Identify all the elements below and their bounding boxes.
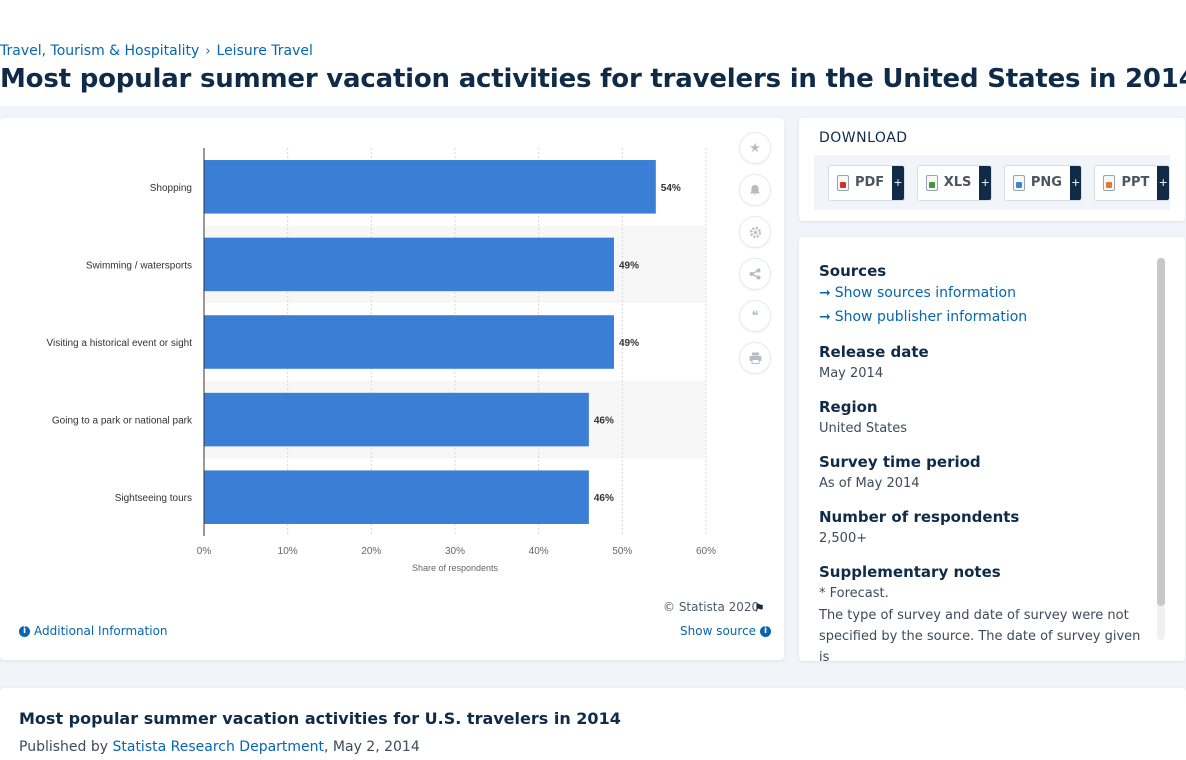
category-label: Swimming / watersports bbox=[86, 260, 192, 271]
download-ppt-button[interactable]: PPT + bbox=[1094, 164, 1170, 201]
bar-chart: 0% 10% 20% 30% 40% 50% 60% 54% Shopping 49% Swimmi… bbox=[47, 148, 716, 573]
xls-file-icon bbox=[925, 174, 938, 191]
download-buttons: PDF + XLS + PNG + PPT + bbox=[814, 155, 1170, 210]
info-icon: i bbox=[19, 625, 30, 637]
header-band bbox=[0, 0, 1186, 106]
download-xls-button[interactable]: XLS + bbox=[916, 164, 992, 201]
chevron-right-icon: › bbox=[205, 43, 211, 59]
chart-card: 0% 10% 20% 30% 40% 50% 60% 54% Shopping 49% Swimmi… bbox=[0, 118, 784, 660]
notes-line-1: * Forecast. bbox=[819, 586, 889, 601]
bar bbox=[204, 237, 614, 292]
plus-icon: + bbox=[1069, 165, 1082, 200]
chart-copyright: © Statista 2020 bbox=[663, 600, 760, 614]
png-file-icon bbox=[1012, 174, 1025, 191]
published-date: , May 2, 2014 bbox=[324, 739, 420, 755]
statistic-title: Most popular summer vacation activities … bbox=[19, 709, 621, 728]
details-scrollbar[interactable] bbox=[1157, 258, 1165, 640]
print-icon[interactable] bbox=[739, 342, 771, 374]
x-tick-label: 60% bbox=[696, 546, 716, 557]
notes-line-2: The type of survey and date of survey we… bbox=[819, 608, 1141, 661]
bar bbox=[204, 392, 589, 447]
notes-heading: Supplementary notes bbox=[819, 563, 1001, 581]
download-ppt-label: PPT bbox=[1121, 175, 1150, 190]
details-card: Sources ➞ Show sources information ➞ Sho… bbox=[799, 237, 1185, 661]
x-tick-label: 10% bbox=[278, 546, 298, 557]
data-label: 49% bbox=[619, 338, 639, 349]
x-tick-label: 0% bbox=[197, 546, 212, 557]
x-axis-label: Share of respondents bbox=[412, 563, 499, 573]
release-date-section: Release date May 2014 bbox=[819, 342, 1149, 384]
sources-heading: Sources bbox=[819, 262, 887, 280]
respondents-value: 2,500+ bbox=[819, 531, 868, 546]
scrollbar-thumb[interactable] bbox=[1157, 258, 1165, 606]
show-source-link[interactable]: Show source i bbox=[680, 624, 772, 638]
breadcrumb: Travel, Tourism & Hospitality › Leisure … bbox=[0, 43, 313, 59]
download-png-label: PNG bbox=[1030, 175, 1062, 190]
breadcrumb-link-category[interactable]: Travel, Tourism & Hospitality bbox=[0, 43, 200, 59]
show-sources-label: Show sources information bbox=[834, 285, 1016, 301]
x-tick-label: 30% bbox=[445, 546, 465, 557]
share-icon[interactable] bbox=[739, 258, 771, 290]
x-tick-label: 50% bbox=[612, 546, 632, 557]
bell-icon[interactable] bbox=[739, 174, 771, 206]
details-content: Sources ➞ Show sources information ➞ Sho… bbox=[819, 261, 1149, 661]
x-tick-label: 20% bbox=[361, 546, 381, 557]
arrow-right-icon: ➞ bbox=[819, 285, 831, 301]
star-icon[interactable]: ★ bbox=[739, 132, 771, 164]
category-label: Going to a park or national park bbox=[52, 416, 193, 427]
quote-icon[interactable]: ❝ bbox=[739, 300, 771, 332]
flag-icon[interactable]: ⚑ bbox=[754, 601, 765, 615]
data-label: 54% bbox=[661, 183, 681, 194]
category-label: Shopping bbox=[150, 183, 192, 194]
region-section: Region United States bbox=[819, 397, 1149, 439]
info-icon: i bbox=[760, 625, 772, 637]
category-label: Visiting a historical event or sight bbox=[47, 338, 193, 349]
breadcrumb-link-subcategory[interactable]: Leisure Travel bbox=[216, 43, 313, 59]
published-line: Published by Statista Research Departmen… bbox=[19, 739, 420, 755]
respondents-section: Number of respondents 2,500+ bbox=[819, 507, 1149, 549]
x-tick-label: 40% bbox=[529, 546, 549, 557]
page-title: Most popular summer vacation activities … bbox=[0, 64, 1186, 94]
survey-period-heading: Survey time period bbox=[819, 453, 981, 471]
download-xls-label: XLS bbox=[943, 175, 972, 190]
release-date-value: May 2014 bbox=[819, 366, 884, 381]
additional-info-link[interactable]: i Additional Information bbox=[19, 624, 168, 638]
respondents-heading: Number of respondents bbox=[819, 508, 1020, 526]
bar bbox=[204, 470, 589, 524]
ppt-file-icon bbox=[1103, 174, 1116, 191]
download-title: DOWNLOAD bbox=[819, 130, 908, 146]
data-label: 49% bbox=[619, 260, 639, 271]
additional-info-label: Additional Information bbox=[34, 624, 168, 638]
survey-period-value: As of May 2014 bbox=[819, 476, 920, 491]
show-publisher-label: Show publisher information bbox=[834, 309, 1028, 325]
region-value: United States bbox=[819, 421, 908, 436]
statistic-summary-card: Most popular summer vacation activities … bbox=[0, 688, 1186, 760]
pdf-file-icon bbox=[837, 174, 849, 191]
author-link[interactable]: Statista Research Department bbox=[112, 739, 325, 755]
plus-icon: + bbox=[979, 165, 991, 200]
download-png-button[interactable]: PNG + bbox=[1003, 164, 1083, 201]
show-source-label: Show source bbox=[680, 624, 757, 638]
bar bbox=[204, 160, 656, 214]
chart-tools: ★ ❝ bbox=[739, 132, 771, 374]
show-publisher-link[interactable]: ➞ Show publisher information bbox=[819, 305, 1149, 329]
download-pdf-label: PDF bbox=[854, 175, 885, 190]
download-card: DOWNLOAD PDF + XLS + PNG + PPT + bbox=[799, 118, 1185, 221]
notes-section: Supplementary notes * Forecast. The type… bbox=[819, 562, 1149, 661]
published-prefix: Published by bbox=[19, 739, 109, 755]
download-pdf-button[interactable]: PDF + bbox=[828, 164, 905, 201]
release-date-heading: Release date bbox=[819, 343, 929, 361]
data-label: 46% bbox=[594, 416, 614, 427]
plus-icon: + bbox=[1157, 165, 1169, 200]
arrow-right-icon: ➞ bbox=[819, 309, 831, 325]
region-heading: Region bbox=[819, 398, 878, 416]
gear-icon[interactable] bbox=[739, 216, 771, 248]
bar bbox=[204, 315, 614, 369]
survey-period-section: Survey time period As of May 2014 bbox=[819, 452, 1149, 494]
data-label: 46% bbox=[594, 493, 614, 504]
category-label: Sightseeing tours bbox=[115, 493, 192, 504]
show-sources-link[interactable]: ➞ Show sources information bbox=[819, 281, 1149, 305]
plus-icon: + bbox=[892, 165, 904, 200]
